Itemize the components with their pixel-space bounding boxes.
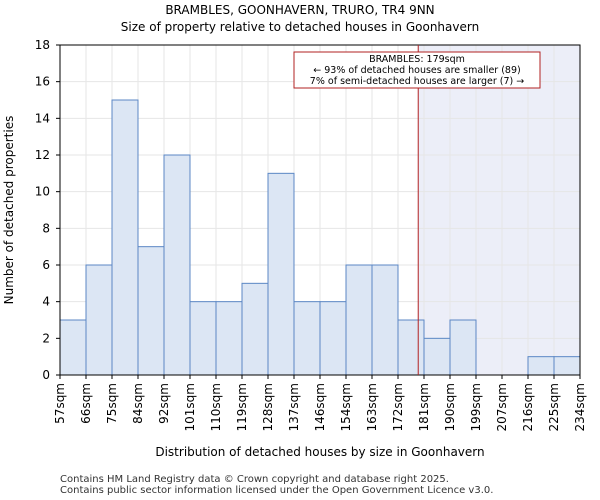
x-tick-label: 190sqm [443, 383, 457, 431]
histogram-bar [189, 301, 217, 376]
y-tick-label: 18 [35, 38, 50, 52]
histogram-bar [215, 301, 243, 376]
y-tick-label: 10 [35, 185, 50, 199]
x-tick-label: 172sqm [391, 383, 405, 431]
x-tick-label: 101sqm [183, 383, 197, 431]
histogram-bar [527, 356, 555, 376]
x-tick-label: 75sqm [105, 383, 119, 424]
x-tick-label: 137sqm [287, 383, 301, 431]
annotation-larger-text: 7% of semi-detached houses are larger (7… [310, 76, 524, 87]
x-tick-label: 110sqm [209, 383, 223, 431]
annotation-box [293, 51, 541, 89]
y-tick-label: 14 [35, 111, 50, 125]
histogram-bar [163, 154, 191, 376]
y-tick-label: 8 [42, 221, 50, 235]
histogram-bar [137, 246, 165, 376]
histogram-bar [449, 319, 477, 376]
x-tick-label: 146sqm [313, 383, 327, 431]
histogram-bar [293, 301, 321, 376]
x-tick-label: 199sqm [469, 383, 483, 431]
histogram-bar [345, 264, 373, 376]
larger-region-shade [418, 45, 580, 375]
histogram-bar [423, 337, 451, 376]
x-tick-label: 92sqm [157, 383, 171, 424]
x-tick-label: 154sqm [339, 383, 353, 431]
x-tick-label: 234sqm [573, 383, 587, 431]
y-tick-label: 6 [42, 258, 50, 272]
chart-title: Size of property relative to detached ho… [120, 20, 480, 34]
histogram-bar [85, 264, 113, 376]
x-tick-label: 225sqm [547, 383, 561, 431]
y-tick-label: 16 [35, 75, 50, 89]
histogram-bar [59, 319, 87, 376]
histogram-bar [371, 264, 399, 376]
annotation-smaller-text: ← 93% of detached houses are smaller (89… [313, 65, 520, 76]
x-tick-label: 84sqm [131, 383, 145, 424]
x-tick-label: 181sqm [417, 383, 431, 431]
histogram-bar [111, 99, 139, 376]
annotation-title: BRAMBLES: 179sqm [369, 54, 465, 65]
x-tick-label: 216sqm [521, 383, 535, 431]
y-axis-label: Number of detached properties [2, 116, 16, 305]
y-tick-label: 12 [35, 148, 50, 162]
histogram-bar [241, 282, 269, 376]
y-tick-label: 0 [42, 368, 50, 382]
x-axis-label: Distribution of detached houses by size … [155, 445, 484, 459]
x-tick-label: 128sqm [261, 383, 275, 431]
x-tick-label: 163sqm [365, 383, 379, 431]
footer-copyright: Contains HM Land Registry data © Crown c… [60, 474, 449, 485]
histogram-bar [553, 356, 581, 376]
histogram-bar [267, 172, 295, 376]
y-tick-label: 2 [42, 331, 50, 345]
x-tick-label: 57sqm [53, 383, 67, 424]
footer-licence: Contains public sector information licen… [60, 485, 494, 496]
histogram-bar [397, 319, 425, 376]
y-tick-label: 4 [42, 295, 50, 309]
x-tick-label: 119sqm [235, 383, 249, 431]
histogram-bar [319, 301, 347, 376]
x-tick-label: 66sqm [79, 383, 93, 424]
x-tick-label: 207sqm [495, 383, 509, 431]
chart-title-address: BRAMBLES, GOONHAVERN, TRURO, TR4 9NN [165, 3, 435, 17]
